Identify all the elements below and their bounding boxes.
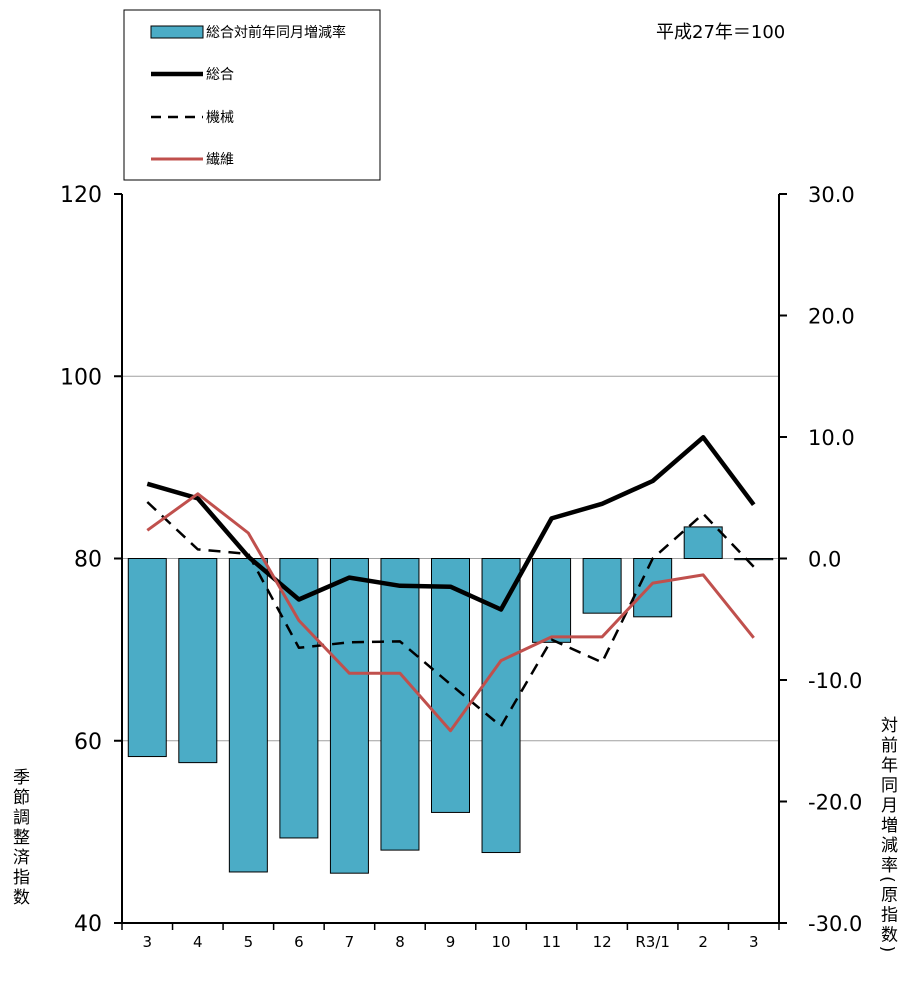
legend-label-1: 総合: [206, 67, 234, 83]
bar-12: [734, 558, 774, 561]
right-axis-title: 対前年同月増減率(原指数): [877, 716, 897, 956]
bar-10: [633, 558, 673, 618]
right-tick-label: 30.0: [808, 183, 855, 207]
line-series-group: [146, 435, 756, 733]
bar-8: [532, 558, 572, 643]
bar-3: [279, 558, 319, 839]
x-tick-label-10: R3/1: [635, 933, 670, 951]
right-tick-label: 10.0: [808, 426, 855, 450]
x-tick-label-7: 10: [491, 933, 510, 951]
left-tick-label: 80: [74, 548, 102, 573]
left-tick-label: 120: [60, 183, 102, 208]
right-tick-label: -20.0: [808, 791, 862, 815]
x-tick-label-11: 2: [698, 933, 708, 951]
x-tick-label-6: 9: [446, 933, 456, 951]
left-tick-label: 100: [60, 365, 102, 390]
bar-5: [380, 558, 420, 851]
axes-group: 40 60 80 100 120 -30.0 -20.0 -10.0 0.0 10.0 20.0 30…: [60, 183, 862, 951]
left-axis-title: 季節調整済指数: [9, 768, 29, 908]
bar-9: [582, 558, 622, 614]
left-tick-label: 40: [74, 912, 102, 937]
line-series-2: [146, 492, 755, 733]
x-tick-label-0: 3: [142, 933, 152, 951]
x-tick-label-12: 3: [749, 933, 759, 951]
x-tick-label-4: 7: [345, 933, 355, 951]
line-series-1: [146, 501, 755, 728]
bar-2: [228, 558, 268, 873]
left-tick-label: 60: [74, 730, 102, 755]
x-tick-label-8: 11: [542, 933, 561, 951]
legend-label-2: 機械: [206, 110, 234, 126]
right-tick-label: -30.0: [808, 912, 862, 936]
bar-series-group: [127, 526, 774, 874]
bar-6: [431, 558, 470, 813]
line-series-0: [146, 435, 756, 612]
x-tick-label-3: 6: [294, 933, 304, 951]
x-tick-label-1: 4: [193, 933, 203, 951]
legend-swatch-bar: [150, 25, 204, 39]
x-tick-label-9: 12: [593, 933, 612, 951]
legend-label-3: 繊維: [206, 152, 234, 168]
bar-4: [329, 558, 369, 874]
right-tick-label: -10.0: [808, 669, 862, 693]
bar-0: [127, 558, 167, 758]
x-tick-label-5: 8: [395, 933, 405, 951]
right-tick-label: 0.0: [808, 548, 841, 572]
legend-label-0: 総合対前年同月増減率: [206, 24, 346, 41]
x-tick-label-2: 5: [244, 933, 254, 951]
bar-1: [178, 558, 218, 764]
right-tick-label: 20.0: [808, 305, 855, 329]
unit-note: 平成27年＝100: [656, 22, 785, 43]
bar-11: [683, 526, 723, 559]
